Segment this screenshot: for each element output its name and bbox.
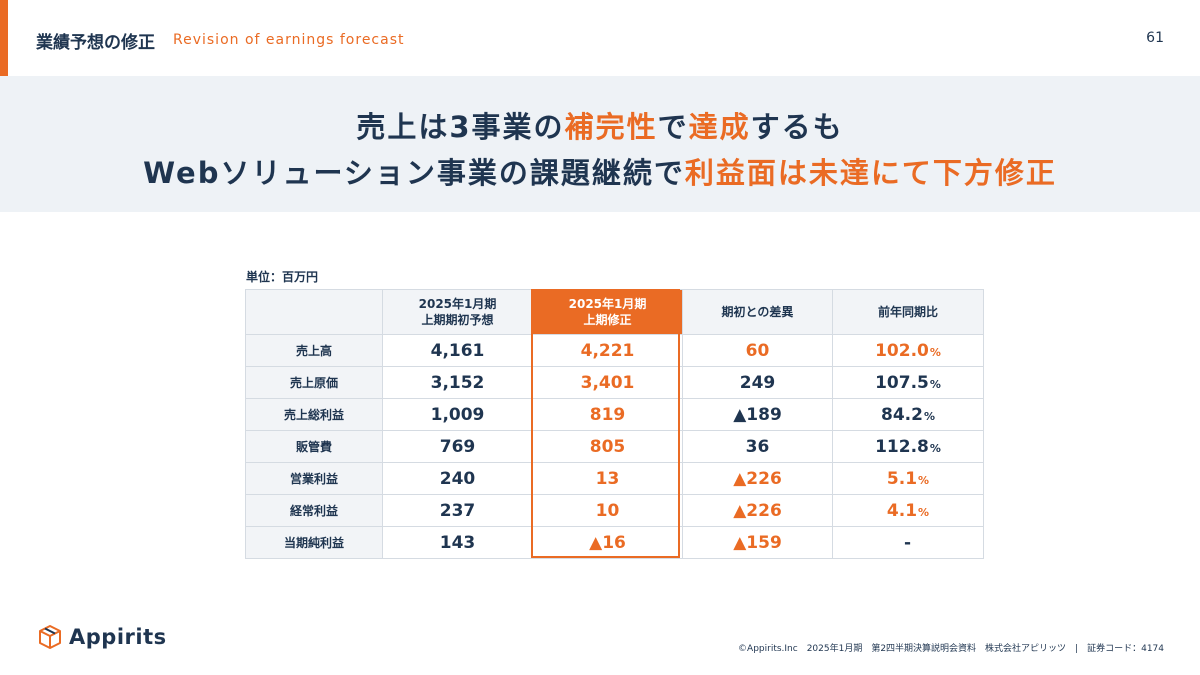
yoy-value: - [903,532,912,553]
page-subtitle: Revision of earnings forecast [173,32,405,48]
yoy-value: 5.1 [886,468,918,489]
revised-forecast-cell: 13 [532,462,683,495]
table-row: 売上原価 3,152 3,401 249 107.5% [245,366,984,399]
headline-line1-segment: で [657,110,689,144]
yoy-cell: 84.2% [832,398,984,431]
yoy-cell: 5.1% [832,462,984,495]
headline-band [0,76,1200,212]
footer-copyright: ©Appirits.Inc 2025年1月期 第2四半期決算説明会資料 株式会社… [738,644,1164,654]
yoy-value: 4.1 [886,500,918,521]
table-row: 当期純利益 143 ▲16 ▲159 - [245,526,984,559]
revised-forecast-cell: 3,401 [532,366,683,399]
difference-cell: 249 [682,366,833,399]
col-header-yoy: 前年同期比 [832,289,984,335]
row-label: 売上原価 [245,366,383,399]
table-row: 売上総利益 1,009 819 ▲189 84.2% [245,398,984,431]
col-header-line2: 上期期初予想 [421,313,494,327]
row-label: 当期純利益 [245,526,383,559]
unit-label: 単位：百万円 [246,270,319,284]
col-header-line1: 前年同期比 [877,305,938,319]
table-row: 営業利益 240 13 ▲226 5.1% [245,462,984,495]
yoy-value: 102.0 [875,340,929,361]
yoy-percent-unit: % [918,473,930,487]
yoy-value: 84.2 [881,404,923,425]
revised-forecast-cell: 10 [532,494,683,527]
box-logo-icon [39,625,61,649]
table-header-row: 2025年1月期 上期期初予想 2025年1月期 上期修正 期初との差異 前年同… [245,289,984,335]
col-header-initial-forecast: 2025年1月期 上期期初予想 [382,289,533,335]
yoy-percent-unit: % [929,441,941,455]
header-blank-cell [245,289,383,335]
difference-cell: ▲226 [682,462,833,495]
initial-forecast-cell: 240 [382,462,533,495]
revised-forecast-cell: 4,221 [532,334,683,367]
yoy-cell: 112.8% [832,430,984,463]
yoy-percent-unit: % [929,377,941,391]
difference-cell: 36 [682,430,833,463]
yoy-percent-unit: % [923,409,935,423]
headline-line2-segment: 利益面は未達にて下方修正 [684,156,1057,190]
table-row: 販管費 769 805 36 112.8% [245,430,984,463]
headline-line-1: 売上は3事業の補完性で達成するも [0,104,1200,146]
col-header-line2: 上期修正 [583,313,632,327]
headline-line-2: Webソリューション事業の課題継続で利益面は未達にて下方修正 [0,150,1200,192]
headline-line1-segment: 補完性 [564,110,658,144]
logo-text: Appirits [69,625,167,649]
revised-forecast-cell: 805 [532,430,683,463]
yoy-percent-unit: % [929,345,941,359]
headline-line1-segment: 達成 [688,110,751,144]
col-header-revised-forecast: 2025年1月期 上期修正 [532,289,683,335]
revised-forecast-cell: 819 [532,398,683,431]
initial-forecast-cell: 1,009 [382,398,533,431]
yoy-value: 107.5 [875,372,929,393]
page-title: 業績予想の修正 [36,33,155,53]
col-header-line1: 2025年1月期 [568,297,647,311]
difference-cell: ▲189 [682,398,833,431]
col-header-line1: 2025年1月期 [418,297,497,311]
headline-line2-segment: Webソリューション事業の課題継続で [143,156,685,190]
yoy-percent-unit: % [918,505,930,519]
difference-cell: 60 [682,334,833,367]
yoy-value: 112.8 [875,436,929,457]
initial-forecast-cell: 4,161 [382,334,533,367]
initial-forecast-cell: 3,152 [382,366,533,399]
earnings-forecast-table: 2025年1月期 上期期初予想 2025年1月期 上期修正 期初との差異 前年同… [245,289,984,559]
difference-cell: ▲226 [682,494,833,527]
row-label: 販管費 [245,430,383,463]
headline-line1-segment: するも [750,110,844,144]
col-header-line1: 期初との差異 [721,305,794,319]
page-number: 61 [1146,30,1164,46]
difference-cell: ▲159 [682,526,833,559]
row-label: 経常利益 [245,494,383,527]
initial-forecast-cell: 237 [382,494,533,527]
row-label: 売上高 [245,334,383,367]
revised-forecast-cell: ▲16 [532,526,683,559]
yoy-cell: 4.1% [832,494,984,527]
row-label: 営業利益 [245,462,383,495]
row-label: 売上総利益 [245,398,383,431]
table-row: 経常利益 237 10 ▲226 4.1% [245,494,984,527]
yoy-cell: - [832,526,984,559]
headline-line1-segment: 売上は3事業の [356,110,565,144]
initial-forecast-cell: 143 [382,526,533,559]
table-row: 売上高 4,161 4,221 60 102.0% [245,334,984,367]
yoy-cell: 107.5% [832,366,984,399]
header-accent-bar [0,0,8,76]
col-header-difference: 期初との差異 [682,289,833,335]
company-logo: Appirits [37,624,167,650]
yoy-cell: 102.0% [832,334,984,367]
initial-forecast-cell: 769 [382,430,533,463]
